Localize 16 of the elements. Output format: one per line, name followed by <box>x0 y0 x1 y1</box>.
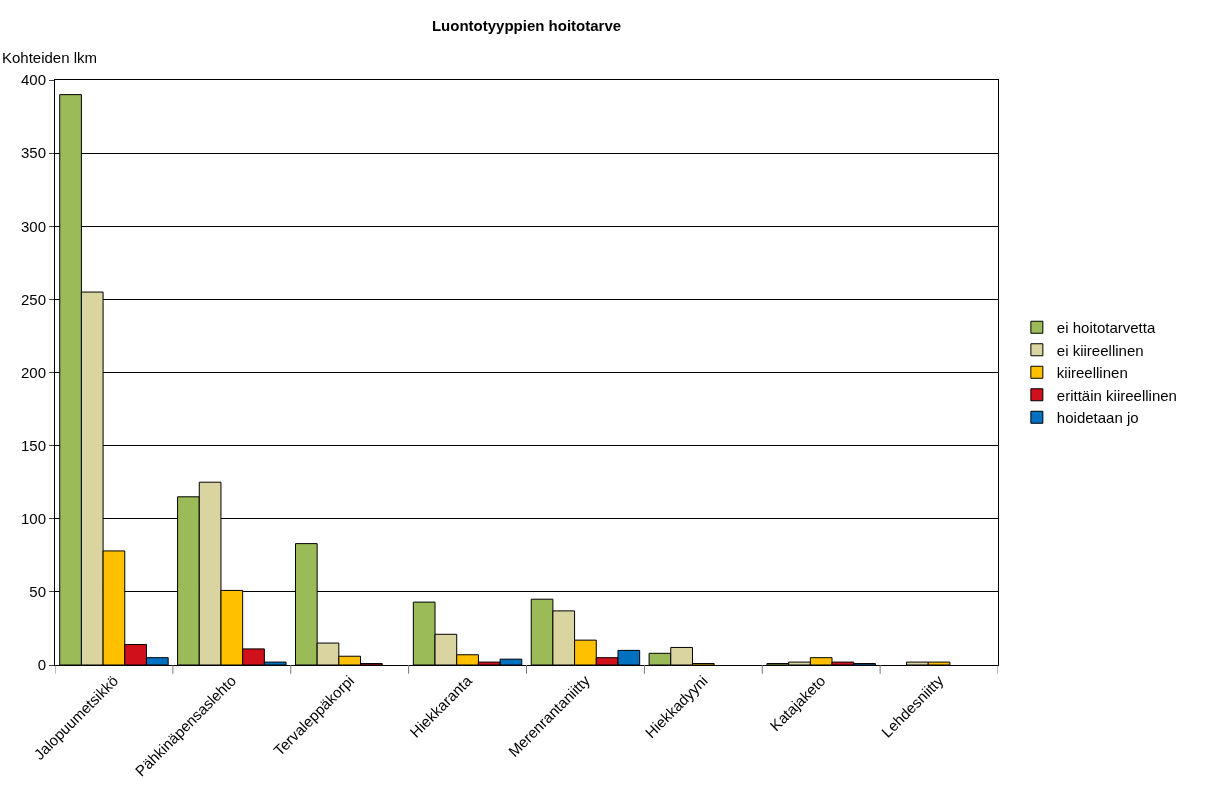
legend-label: ei kiireellinen <box>1056 341 1144 359</box>
y-tick-label: 100 <box>20 510 46 527</box>
legend-label: ei hoitotarvetta <box>1056 319 1156 337</box>
y-tick-label: 300 <box>20 217 46 235</box>
y-tick-label: 350 <box>20 144 46 162</box>
y-tick-label: 150 <box>20 436 46 454</box>
legend-label: hoidetaan jo <box>1056 409 1139 427</box>
y-tick-label: 400 <box>20 71 46 89</box>
y-tick-label: 50 <box>29 583 46 601</box>
y-tick-label: 200 <box>20 363 46 381</box>
legend-label: erittäin kiireellinen <box>1056 386 1177 404</box>
y-tick-label: 0 <box>37 656 46 674</box>
y-tick-label: 250 <box>20 290 46 308</box>
legend-label: kiireellinen <box>1056 364 1128 382</box>
y-axis-title: Kohteiden lkm <box>2 49 98 66</box>
chart-title: Luontotyyppien hoitotarve <box>431 16 622 34</box>
